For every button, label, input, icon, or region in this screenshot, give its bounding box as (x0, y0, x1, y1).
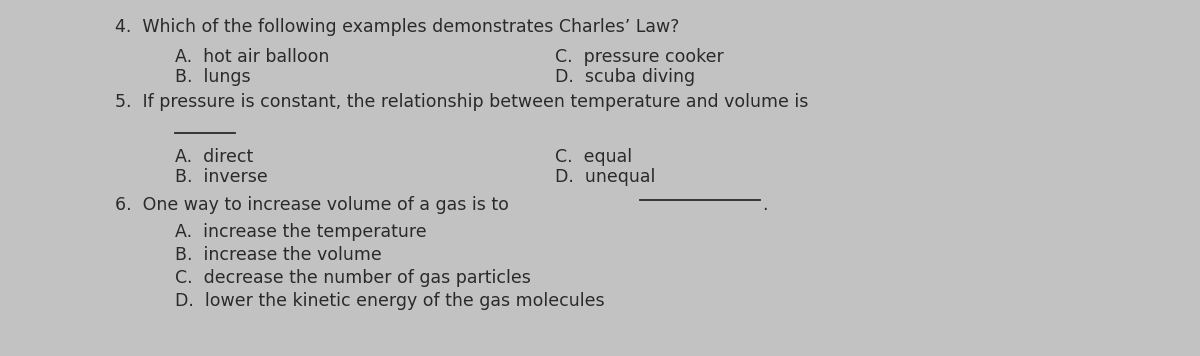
Text: C.  decrease the number of gas particles: C. decrease the number of gas particles (175, 269, 530, 287)
Text: C.  equal: C. equal (554, 148, 632, 166)
Text: B.  increase the volume: B. increase the volume (175, 246, 382, 264)
Text: 5.  If pressure is constant, the relationship between temperature and volume is: 5. If pressure is constant, the relation… (115, 93, 809, 111)
Text: D.  unequal: D. unequal (554, 168, 655, 186)
Text: D.  scuba diving: D. scuba diving (554, 68, 695, 86)
Text: 6.  One way to increase volume of a gas is to: 6. One way to increase volume of a gas i… (115, 196, 509, 214)
Text: .: . (762, 196, 768, 214)
Text: 4.  Which of the following examples demonstrates Charles’ Law?: 4. Which of the following examples demon… (115, 18, 679, 36)
Text: C.  pressure cooker: C. pressure cooker (554, 48, 724, 66)
Text: B.  inverse: B. inverse (175, 168, 268, 186)
Text: A.  hot air balloon: A. hot air balloon (175, 48, 329, 66)
Text: D.  lower the kinetic energy of the gas molecules: D. lower the kinetic energy of the gas m… (175, 292, 605, 310)
Text: A.  direct: A. direct (175, 148, 253, 166)
Text: A.  increase the temperature: A. increase the temperature (175, 223, 427, 241)
Text: B.  lungs: B. lungs (175, 68, 251, 86)
